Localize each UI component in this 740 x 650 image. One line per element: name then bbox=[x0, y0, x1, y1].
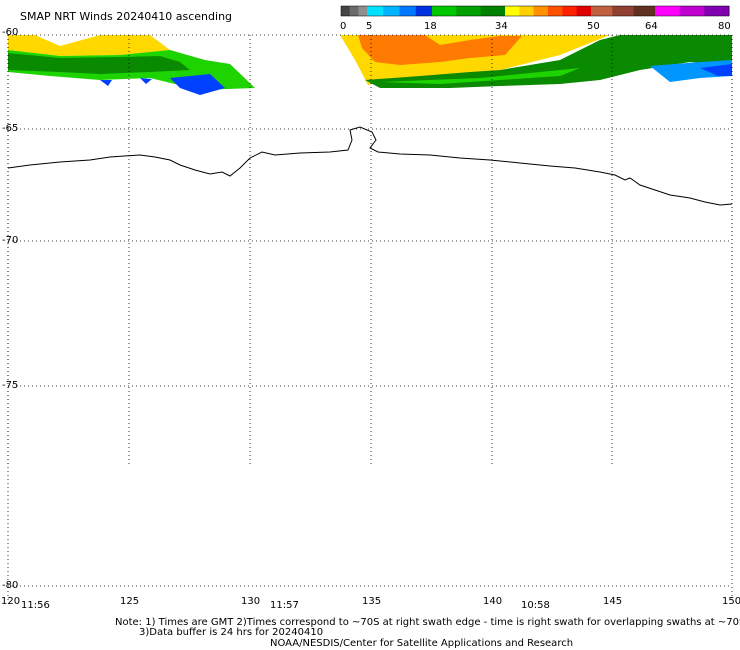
colorbar-cell bbox=[548, 6, 563, 16]
colorbar-cell bbox=[383, 6, 400, 16]
colorbar-cell bbox=[533, 6, 549, 16]
wind-swath-patch bbox=[650, 60, 732, 82]
colorbar-tick: 5 bbox=[366, 21, 373, 32]
wind-swath-patch bbox=[8, 35, 170, 56]
swath-time-label: 11:57 bbox=[270, 600, 299, 611]
colorbar-frame bbox=[340, 5, 730, 17]
credit-line: NOAA/NESDIS/Center for Satellite Applica… bbox=[270, 638, 574, 649]
lon-label: 120 bbox=[1, 596, 21, 607]
lat-label: -80 bbox=[2, 580, 19, 591]
colorbar-cell bbox=[480, 6, 506, 16]
wind-swath-patch bbox=[8, 53, 190, 74]
colorbar-cell bbox=[591, 6, 613, 16]
lat-label: -70 bbox=[2, 235, 19, 246]
colorbar-cell bbox=[576, 6, 592, 16]
colorbar-cell bbox=[358, 6, 368, 16]
lon-label: 140 bbox=[483, 596, 503, 607]
wind-swath-patch bbox=[365, 35, 732, 88]
note-line-1: Note: 1) Times are GMT 2)Times correspon… bbox=[115, 617, 740, 628]
wind-swath-patch bbox=[700, 64, 732, 76]
lat-label: -60 bbox=[2, 27, 19, 38]
colorbar-cell bbox=[612, 6, 635, 16]
colorbar-cell bbox=[456, 6, 482, 16]
colorbar-cell bbox=[562, 6, 578, 16]
lon-label: 150 bbox=[722, 596, 740, 607]
colorbar-cell bbox=[399, 6, 417, 16]
map-title: SMAP NRT Winds 20240410 ascending bbox=[20, 10, 233, 23]
colorbar-cell bbox=[519, 6, 535, 16]
colorbar-cell bbox=[349, 6, 359, 16]
note-line-2: 3)Data buffer is 24 hrs for 20240410 bbox=[139, 627, 324, 638]
graticule bbox=[7, 34, 733, 600]
lon-label: 135 bbox=[362, 596, 382, 607]
colorbar-cell bbox=[341, 6, 351, 16]
lon-label: 125 bbox=[120, 596, 140, 607]
colorbar-cell bbox=[505, 6, 520, 16]
lat-label: -75 bbox=[2, 380, 19, 391]
colorbar-tick: 34 bbox=[495, 21, 508, 32]
wind-swath-patch bbox=[140, 78, 152, 84]
wind-swath-patch bbox=[100, 80, 112, 86]
wind-swath-patch bbox=[170, 74, 225, 95]
colorbar-cell bbox=[704, 6, 730, 16]
wind-swath-patch bbox=[380, 68, 580, 84]
colorbar-tick: 18 bbox=[424, 21, 437, 32]
colorbar-tick: 80 bbox=[718, 21, 731, 32]
lon-label: 130 bbox=[241, 596, 261, 607]
antarctic-coastline bbox=[7, 126, 733, 206]
lon-label: 145 bbox=[603, 596, 623, 607]
colorbar-cell bbox=[679, 6, 705, 16]
swath-time-label: 11:56 bbox=[21, 600, 50, 611]
colorbar-cell bbox=[633, 6, 656, 16]
colorbar-cell bbox=[432, 6, 457, 16]
wind-swaths bbox=[8, 35, 732, 95]
colorbar-cell bbox=[655, 6, 681, 16]
colorbar-tick: 64 bbox=[645, 21, 658, 32]
lat-label: -65 bbox=[2, 123, 19, 134]
colorbar-tick: 50 bbox=[587, 21, 600, 32]
wind-swath-patch bbox=[358, 35, 522, 65]
colorbar-cell bbox=[415, 6, 433, 16]
colorbar-cell bbox=[367, 6, 384, 16]
colorbar bbox=[340, 5, 730, 17]
swath-time-label: 10:58 bbox=[521, 600, 550, 611]
coastline bbox=[7, 126, 733, 206]
colorbar-tick: 0 bbox=[340, 21, 347, 32]
